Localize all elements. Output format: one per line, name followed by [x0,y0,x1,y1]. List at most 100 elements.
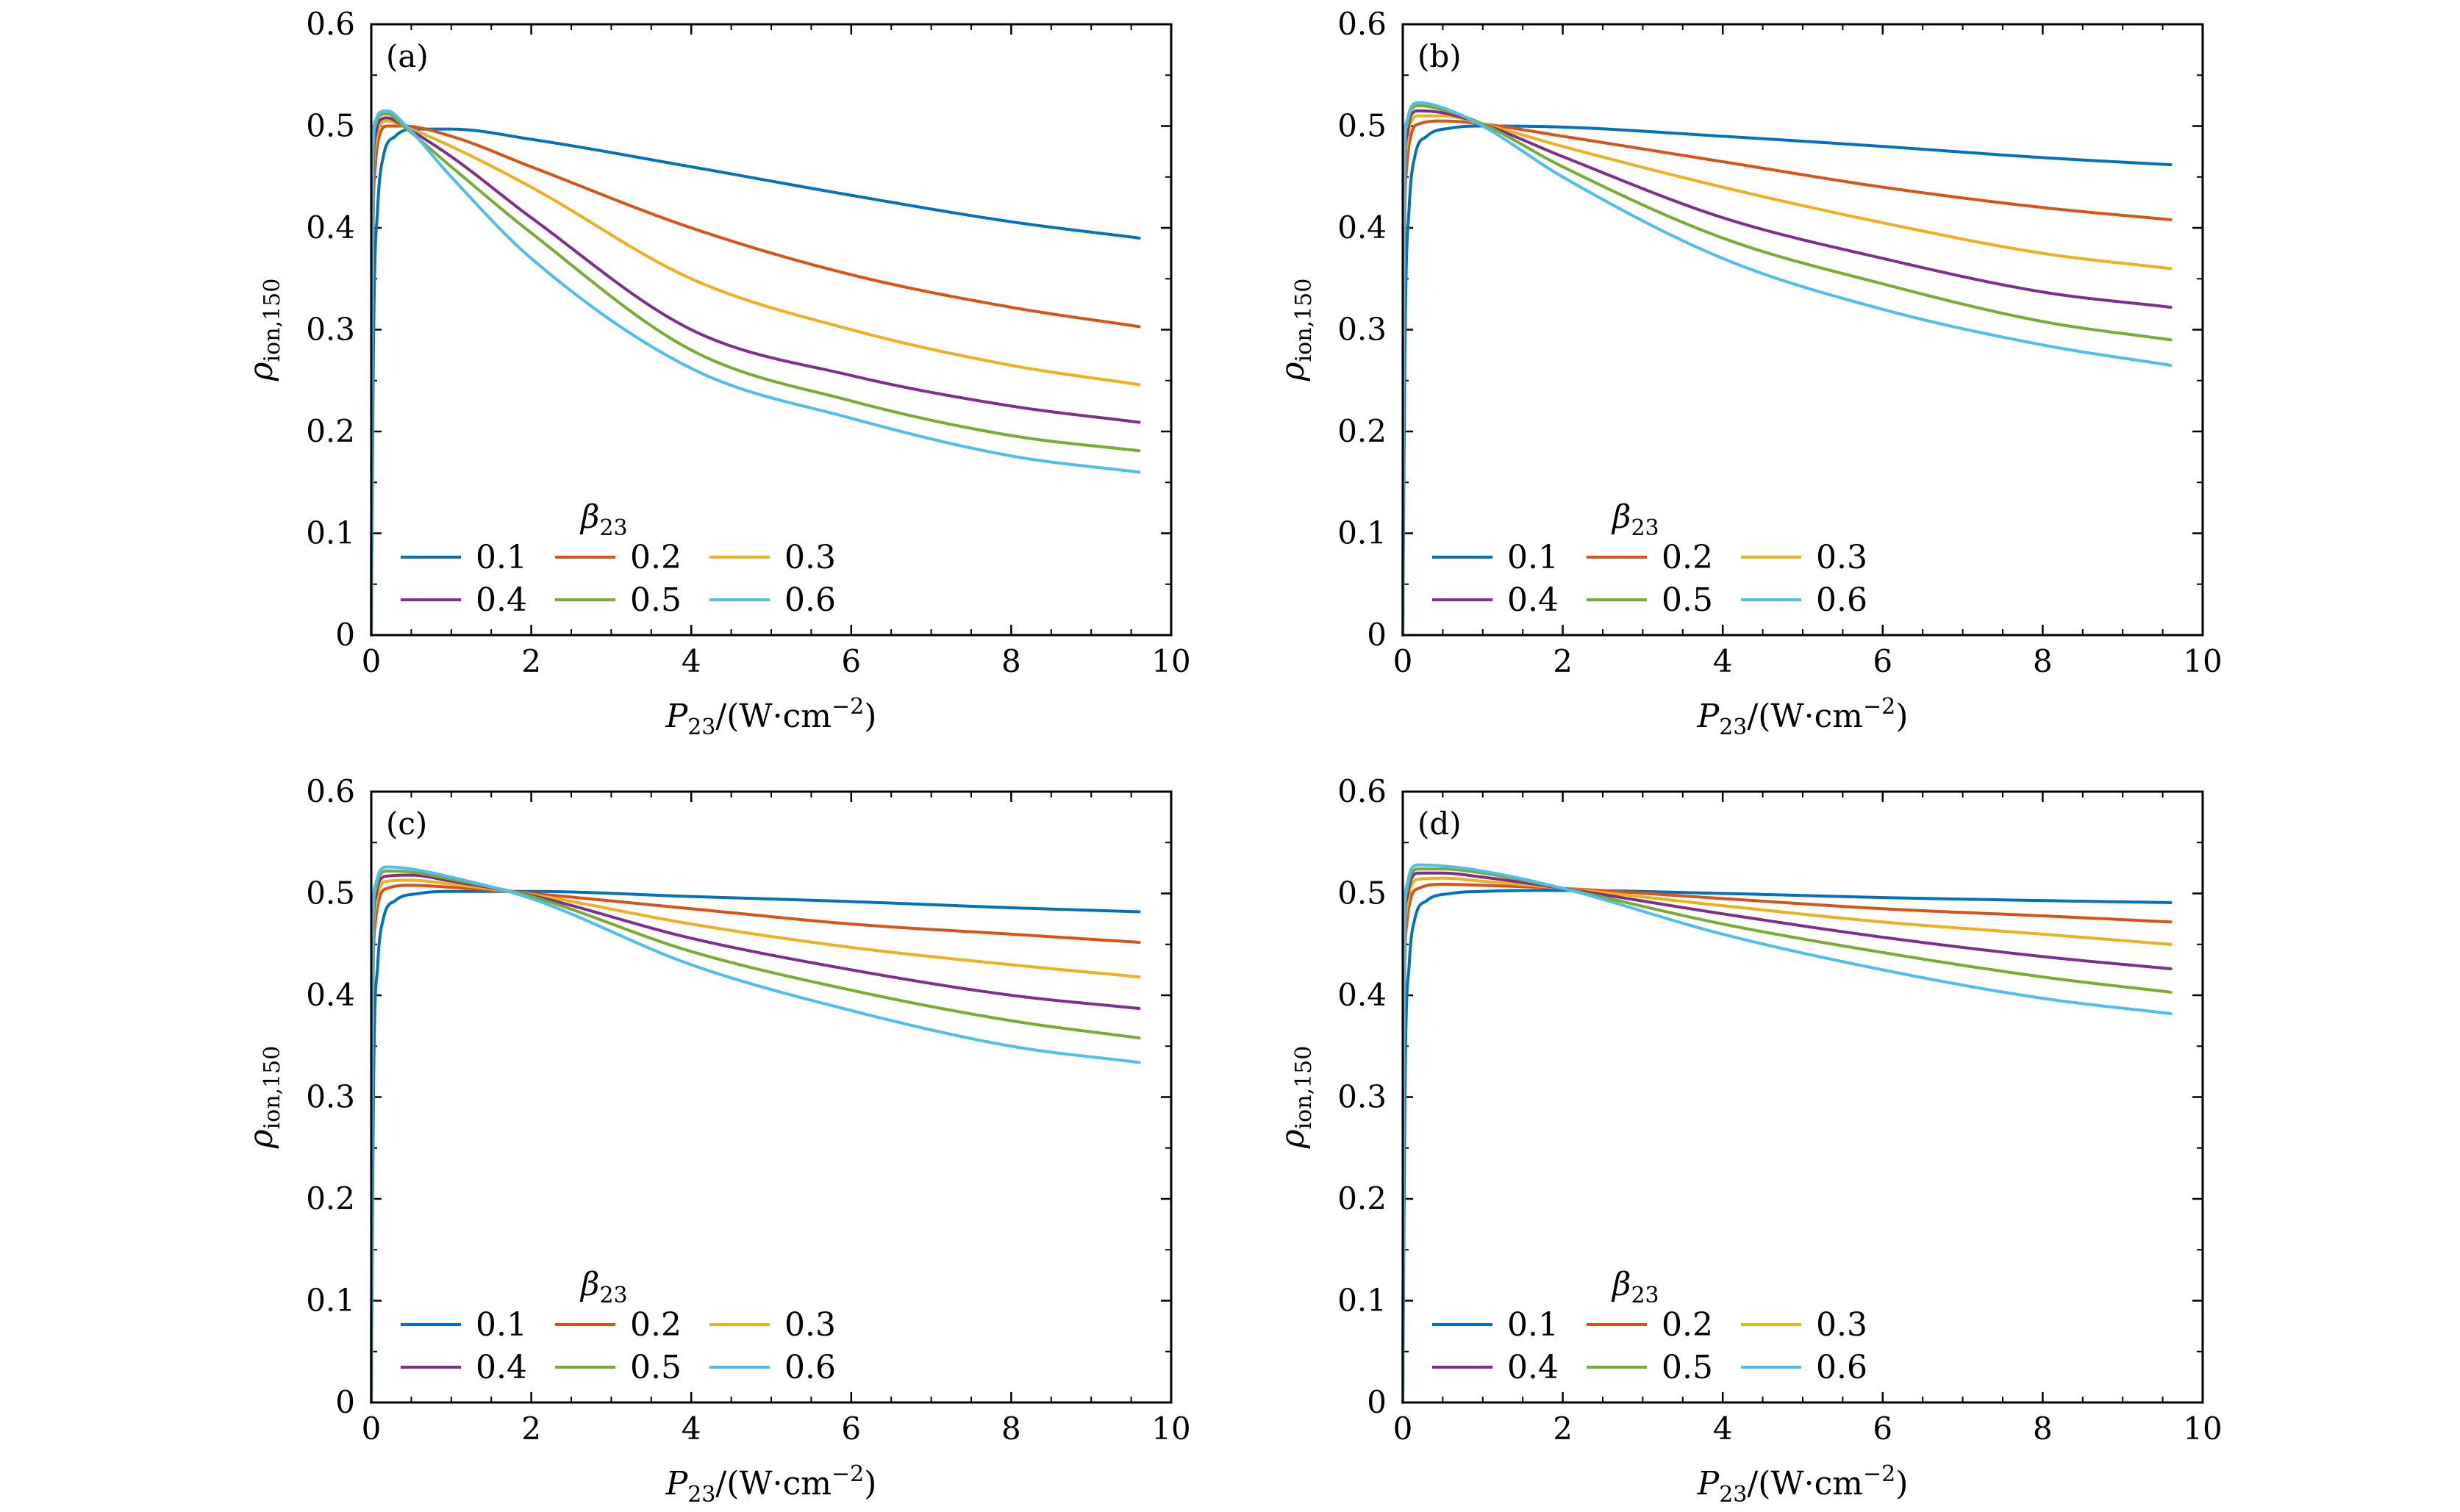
chart-panel-a: 0 2 4 6 8 10 0 0.1 0.2 0.3 0.4 0.5 0.6 (a) β23 0.1 0.2 0.… [243,6,1191,740]
series-line-0.2 [1401,119,2173,637]
y-tick-label: 0.6 [306,6,355,42]
legend-label: 0.4 [476,581,527,619]
legend-label: 0.5 [1662,581,1713,619]
x-tick-label: 4 [1713,643,1733,679]
x-axis-label: P23/(W·cm−2) [1697,1461,1909,1508]
legend-label: 0.4 [476,1349,527,1386]
x-tick-label: 0 [1393,1411,1413,1447]
x-tick-label: 8 [2033,643,2053,679]
plot-frame [370,23,1173,637]
x-tick-label: 10 [2183,643,2222,679]
chart-panel-b: 0 2 4 6 8 10 0 0.1 0.2 0.3 0.4 0.5 0.6 (b) β23 0.1 0.2 0.… [1274,6,2223,740]
legend-label: 0.3 [784,1306,836,1344]
legend-label: 0.3 [1816,1306,1867,1344]
chart-panel-c: 0 2 4 6 8 10 0 0.1 0.2 0.3 0.4 0.5 0.6 (c) β23 0.1 0.2 0.… [243,773,1191,1508]
panel-label: (a) [386,38,429,74]
series-line-0.3 [370,119,1141,637]
y-tick-label: 0.5 [1337,108,1387,144]
x-tick-label: 8 [1001,1411,1021,1447]
y-tick-label: 0.2 [306,1180,355,1217]
x-tick-label: 2 [521,643,541,679]
x-tick-label: 4 [682,643,701,679]
series-line-0.2 [370,124,1141,637]
y-tick-label: 0.6 [1337,773,1387,809]
series-line-0.6 [370,109,1141,637]
x-tick-label: 6 [841,1411,861,1447]
x-tick-label: 10 [1151,1411,1190,1447]
y-tick-label: 0.4 [1337,209,1387,246]
x-tick-label: 10 [1151,643,1190,679]
series-line-0.3 [1401,114,2173,637]
legend-title: β23 [579,498,628,541]
legend-title: β23 [579,1266,628,1308]
series-line-0.1 [370,889,1141,1404]
legend-label: 0.3 [1816,539,1867,576]
y-tick-label: 0.4 [1337,977,1387,1013]
y-tick-label: 0.1 [306,515,355,551]
y-tick-label: 0.3 [306,312,355,348]
y-tick-label: 0.6 [306,773,355,809]
x-tick-label: 6 [841,643,861,679]
legend-label: 0.3 [784,539,836,576]
legend-label: 0.4 [1507,581,1559,619]
y-tick-label: 0.1 [1337,1283,1387,1319]
y-tick-label: 0.1 [306,1283,355,1319]
x-axis-label: P23/(W·cm−2) [665,1461,877,1508]
plot-frame [370,790,1173,1404]
x-tick-label: 6 [1873,1411,1892,1447]
y-tick-label: 0.2 [1337,1180,1387,1217]
x-tick-label: 4 [1713,1411,1733,1447]
y-tick-label: 0.2 [1337,413,1387,449]
series-line-0.3 [370,878,1141,1404]
legend-label: 0.2 [630,1306,682,1344]
x-tick-label: 2 [1553,1411,1573,1447]
x-tick-label: 2 [1553,643,1573,679]
x-tick-label: 6 [1873,643,1892,679]
panel-label: (c) [386,806,427,842]
series-line-0.2 [370,884,1141,1404]
legend: β23 0.1 0.2 0.3 0.4 0.5 0.6 [401,1266,836,1386]
legend-label: 0.6 [784,581,836,619]
y-tick-label: 0 [1367,617,1387,653]
series-line-0.5 [370,870,1141,1404]
legend: β23 0.1 0.2 0.3 0.4 0.5 0.6 [1432,1266,1867,1386]
y-tick-label: 0.6 [1337,6,1387,42]
y-tick-label: 0.1 [1337,515,1387,551]
series-line-0.6 [370,865,1141,1404]
x-tick-label: 0 [362,1411,382,1447]
x-axis-label: P23/(W·cm−2) [665,694,877,740]
x-tick-label: 8 [1001,643,1021,679]
y-axis-label: ρion,150 [1274,1046,1317,1150]
y-tick-label: 0.5 [1337,875,1387,911]
series-line-0.5 [370,112,1141,637]
legend-label: 0.6 [1816,1349,1867,1386]
series-line-0.1 [370,127,1141,637]
legend-title: β23 [1611,1266,1659,1308]
x-tick-label: 8 [2033,1411,2053,1447]
x-tick-label: 2 [521,1411,541,1447]
series-line-0.5 [1401,104,2173,637]
y-axis-label: ρion,150 [243,279,285,382]
series-lines [370,865,1141,1404]
legend-label: 0.1 [476,539,527,576]
y-tick-label: 0.2 [306,413,355,449]
y-tick-label: 0 [335,1384,355,1420]
y-tick-label: 0.3 [1337,1079,1387,1115]
x-tick-label: 10 [2183,1411,2222,1447]
legend-label: 0.4 [1507,1349,1559,1386]
series-line-0.6 [1401,101,2173,637]
x-axis-label: P23/(W·cm−2) [1697,694,1909,740]
x-tick-label: 0 [1393,643,1413,679]
y-axis-label: ρion,150 [243,1046,285,1150]
series-line-0.4 [370,116,1141,637]
y-tick-label: 0.5 [306,875,355,911]
y-axis-label: ρion,150 [1274,279,1317,382]
legend-label: 0.5 [630,581,682,619]
plot-frame [1401,23,2204,637]
legend-label: 0.1 [1507,1306,1559,1344]
series-line-0.1 [1401,124,2173,637]
legend: β23 0.1 0.2 0.3 0.4 0.5 0.6 [401,498,836,619]
y-tick-label: 0.5 [306,108,355,144]
legend-title: β23 [1611,498,1659,541]
